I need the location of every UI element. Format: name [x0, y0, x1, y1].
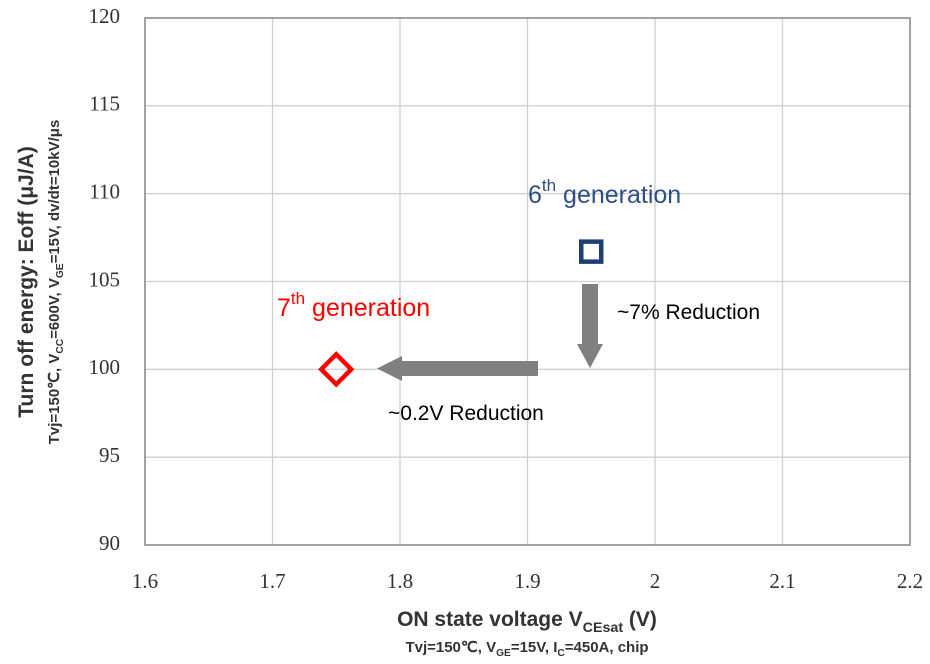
y-tick-label: 95 — [99, 443, 120, 467]
x-axis-subtitle: Tvj=150℃, VGE=15V, IC=450A, chip — [405, 639, 648, 659]
x-tick-label: 1.8 — [387, 569, 413, 593]
marker — [318, 351, 355, 388]
annotation-run: th — [291, 289, 305, 308]
arrow-head — [577, 344, 603, 368]
x-axis-subtitle-run: C — [557, 648, 565, 659]
y-axis-subtitle-run: Tvj=150℃, V — [46, 354, 63, 445]
x-tick-label: 1.6 — [132, 569, 158, 593]
arrow-shaft — [402, 361, 538, 376]
x-axis-subtitle-run: Tvj=150℃, V — [405, 639, 496, 656]
plot-border — [144, 17, 911, 546]
annotation: 6th generation — [528, 176, 681, 209]
y-tick-label: 110 — [89, 179, 120, 203]
x-axis-label: ON state voltage VCEsat (V) — [397, 608, 657, 636]
annotation-run: 7 — [277, 294, 291, 322]
grid — [144, 17, 911, 546]
annotation-run: generation — [305, 294, 430, 322]
y-tick-label: 100 — [89, 355, 121, 379]
x-axis-label-run: ON state voltage V — [397, 608, 583, 631]
y-tick-label: 90 — [99, 531, 120, 555]
annotation: ~0.2V Reduction — [388, 402, 544, 425]
x-axis-label-run: (V) — [623, 608, 657, 631]
annotation-run: 6 — [528, 181, 542, 209]
y-axis-subtitle: Tvj=150℃, VCC=600V, VGE=15V, dv/dt=10kV/… — [46, 120, 66, 445]
y-axis-subtitle-run: =600V, V — [46, 278, 63, 339]
arrows — [377, 284, 603, 381]
y-axis-subtitle-run: =15V, dv/dt=10kV/μs — [46, 120, 63, 264]
x-axis-label-run: CEsat — [583, 620, 624, 636]
annotation-run: ~7% Reduction — [617, 301, 760, 324]
y-tick-label: 105 — [89, 267, 121, 291]
x-axis-subtitle-run: GE — [496, 648, 511, 659]
annotation-run: generation — [556, 181, 681, 209]
y-axis-subtitle-run: CC — [55, 338, 66, 353]
annotation: 7th generation — [277, 289, 430, 322]
y-axis-label-run: Turn off energy: Eoff (μJ/A) — [15, 146, 38, 417]
x-tick-label: 2 — [650, 569, 661, 593]
y-axis-label: Turn off energy: Eoff (μJ/A) — [15, 146, 38, 417]
x-tick-label: 2.2 — [897, 569, 923, 593]
x-tick-label: 1.9 — [514, 569, 540, 593]
x-tick-label: 2.1 — [769, 569, 795, 593]
annotation-run: ~0.2V Reduction — [388, 402, 544, 425]
x-axis-subtitle-run: =15V, I — [511, 639, 558, 656]
y-tick-label: 120 — [89, 4, 121, 28]
x-axis-subtitle-run: =450A, chip — [565, 639, 649, 656]
annotation-run: th — [542, 176, 556, 195]
y-tick-label: 115 — [89, 92, 120, 116]
annotation: ~7% Reduction — [617, 301, 760, 324]
arrow-head — [377, 356, 402, 381]
arrow-shaft — [582, 284, 598, 344]
y-axis-subtitle-run: GE — [55, 263, 66, 278]
x-tick-label: 1.7 — [259, 569, 285, 593]
marker — [579, 239, 604, 264]
